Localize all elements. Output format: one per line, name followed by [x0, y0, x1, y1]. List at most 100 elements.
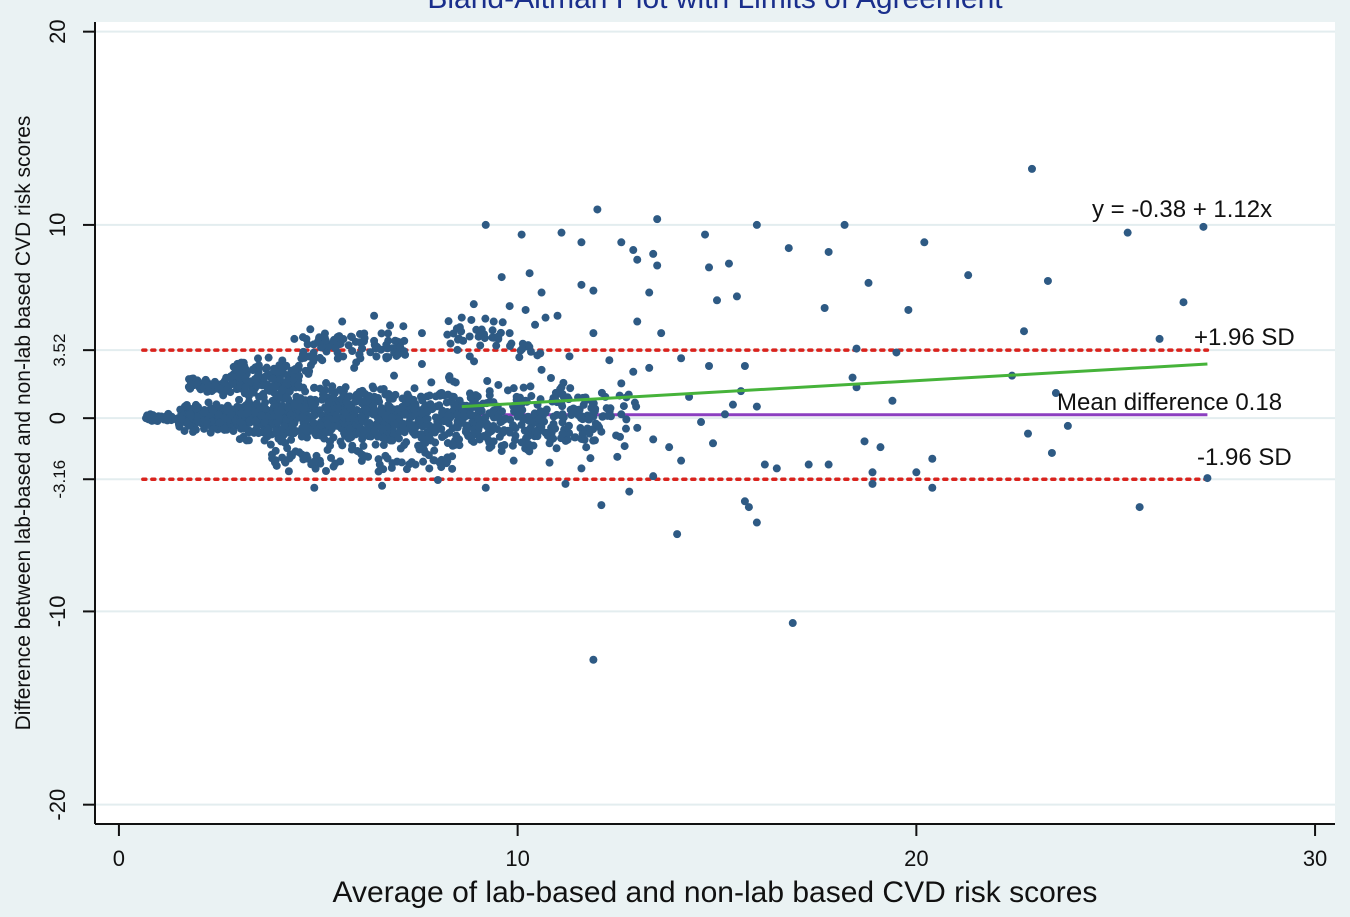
data-point — [260, 418, 269, 427]
data-point — [388, 459, 397, 468]
data-point — [760, 460, 769, 469]
data-point — [485, 387, 494, 396]
data-point — [677, 456, 686, 465]
data-point — [268, 382, 277, 391]
data-point — [1123, 228, 1132, 237]
data-point — [287, 435, 296, 444]
data-point — [576, 414, 585, 423]
data-point — [185, 375, 194, 384]
data-point — [580, 435, 589, 444]
data-point — [261, 404, 270, 413]
data-point — [507, 339, 516, 348]
data-point — [316, 421, 325, 430]
data-point — [566, 384, 575, 393]
data-point — [519, 383, 528, 392]
data-point — [649, 249, 658, 258]
data-point — [553, 311, 562, 320]
data-point — [264, 353, 273, 362]
data-point — [515, 353, 524, 362]
data-point — [202, 420, 211, 429]
data-point — [1051, 389, 1060, 398]
data-point — [1047, 448, 1056, 457]
data-point — [558, 429, 567, 438]
data-point — [418, 409, 427, 418]
data-point — [788, 619, 797, 628]
data-point — [368, 382, 377, 391]
data-point — [399, 322, 408, 331]
data-point — [613, 452, 622, 461]
y-axis-title: Difference between lab-based and non-lab… — [12, 116, 35, 731]
data-point — [360, 427, 369, 436]
data-point — [575, 405, 584, 414]
data-point — [497, 273, 506, 282]
data-point — [619, 402, 628, 411]
y-tick-label: -3.16 — [50, 460, 69, 499]
data-point — [677, 354, 686, 363]
data-point — [322, 379, 331, 388]
data-point — [633, 423, 642, 432]
data-point — [386, 321, 395, 330]
data-point — [590, 407, 599, 416]
data-point — [653, 215, 662, 224]
data-point — [358, 344, 367, 353]
data-point — [473, 392, 482, 401]
data-point — [440, 391, 449, 400]
data-point — [284, 467, 293, 476]
data-point — [496, 328, 505, 337]
data-point — [557, 383, 566, 392]
data-point — [476, 341, 485, 350]
y-tick-label: 20 — [45, 19, 70, 43]
data-point — [359, 441, 368, 450]
data-point — [498, 318, 507, 327]
data-point — [347, 445, 356, 454]
data-point — [599, 412, 608, 421]
data-point — [1043, 276, 1052, 285]
data-point — [270, 388, 279, 397]
lower-limit-label: -1.96 SD — [1197, 444, 1292, 471]
data-point — [290, 365, 299, 374]
data-point — [237, 409, 246, 418]
data-point — [323, 445, 332, 454]
data-point — [488, 326, 497, 335]
data-point — [494, 413, 503, 422]
data-point — [840, 220, 849, 229]
data-point — [352, 405, 361, 414]
data-point — [308, 400, 317, 409]
data-point — [370, 406, 379, 415]
data-point — [424, 433, 433, 442]
data-point — [377, 345, 386, 354]
data-point — [384, 329, 393, 338]
data-point — [593, 205, 602, 214]
data-point — [419, 457, 428, 466]
data-point — [313, 337, 322, 346]
x-axis-title: Average of lab-based and non-lab based C… — [333, 876, 1098, 909]
data-point — [280, 422, 289, 431]
data-point — [483, 377, 492, 386]
data-point — [465, 352, 474, 361]
mean-difference-label: Mean difference 0.18 — [1057, 389, 1282, 416]
data-point — [177, 414, 186, 423]
data-point — [525, 416, 534, 425]
data-point — [489, 317, 498, 326]
data-point — [417, 432, 426, 441]
data-point — [143, 411, 152, 420]
data-point — [262, 363, 271, 372]
data-point — [268, 374, 277, 383]
data-point — [377, 329, 386, 338]
data-point — [1063, 421, 1072, 430]
data-point — [518, 345, 527, 354]
data-point — [214, 410, 223, 419]
y-tick-label: -10 — [45, 596, 70, 628]
data-point — [381, 451, 390, 460]
data-point — [220, 423, 229, 432]
data-point — [508, 441, 517, 450]
data-point — [824, 247, 833, 256]
data-point — [443, 330, 452, 339]
data-point — [253, 381, 262, 390]
data-point — [552, 444, 561, 453]
data-point — [888, 396, 897, 405]
chart-title: Bland-Altman Plot with Limits of Agreeme… — [427, 0, 1003, 15]
data-point — [752, 518, 761, 527]
data-point — [244, 397, 253, 406]
